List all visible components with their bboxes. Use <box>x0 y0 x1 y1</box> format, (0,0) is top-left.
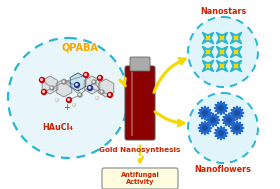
Polygon shape <box>230 60 242 72</box>
Circle shape <box>203 126 207 130</box>
Circle shape <box>62 80 66 84</box>
Polygon shape <box>56 79 72 97</box>
Polygon shape <box>220 36 224 40</box>
Polygon shape <box>98 79 114 97</box>
Polygon shape <box>216 60 228 72</box>
Polygon shape <box>42 76 58 94</box>
Polygon shape <box>84 76 100 94</box>
Circle shape <box>78 93 82 97</box>
Polygon shape <box>202 60 214 72</box>
Circle shape <box>100 90 104 94</box>
Polygon shape <box>230 32 242 44</box>
FancyBboxPatch shape <box>125 66 155 140</box>
Circle shape <box>73 104 74 105</box>
Text: +: + <box>64 104 71 112</box>
Circle shape <box>109 94 111 95</box>
Polygon shape <box>206 36 210 40</box>
Circle shape <box>8 38 128 158</box>
Circle shape <box>56 99 57 100</box>
Circle shape <box>188 93 258 163</box>
Circle shape <box>55 98 59 101</box>
Polygon shape <box>220 64 224 68</box>
Circle shape <box>108 92 113 98</box>
Circle shape <box>39 77 45 83</box>
Circle shape <box>97 75 102 81</box>
Circle shape <box>83 73 88 77</box>
Polygon shape <box>206 50 210 54</box>
Circle shape <box>219 106 223 110</box>
Circle shape <box>211 118 215 122</box>
Polygon shape <box>230 106 244 120</box>
Circle shape <box>188 17 258 87</box>
Polygon shape <box>222 113 236 127</box>
FancyBboxPatch shape <box>130 57 150 71</box>
Text: Antifungal
Activity: Antifungal Activity <box>121 172 159 185</box>
Circle shape <box>43 91 45 92</box>
Circle shape <box>79 94 80 95</box>
Polygon shape <box>234 50 238 54</box>
Polygon shape <box>216 32 228 44</box>
Polygon shape <box>214 126 228 140</box>
Text: QPABA: QPABA <box>62 42 99 52</box>
FancyBboxPatch shape <box>102 168 178 189</box>
Text: HAuCl₄: HAuCl₄ <box>43 123 73 132</box>
Circle shape <box>99 77 101 78</box>
Circle shape <box>203 111 207 115</box>
Polygon shape <box>214 101 228 115</box>
Polygon shape <box>202 46 214 58</box>
Polygon shape <box>234 36 238 40</box>
Circle shape <box>50 86 54 90</box>
Text: Gold Nanosynthesis: Gold Nanosynthesis <box>99 147 181 153</box>
Circle shape <box>41 90 46 94</box>
Polygon shape <box>198 106 212 120</box>
Circle shape <box>96 97 97 98</box>
Circle shape <box>68 99 69 101</box>
Text: Nanoflowers: Nanoflowers <box>195 166 251 174</box>
Polygon shape <box>206 113 220 127</box>
Circle shape <box>95 97 99 99</box>
Circle shape <box>101 91 102 92</box>
Circle shape <box>74 83 80 88</box>
Text: Nanostars: Nanostars <box>200 8 246 16</box>
Circle shape <box>89 87 90 88</box>
Circle shape <box>41 79 43 81</box>
Circle shape <box>235 111 239 115</box>
Polygon shape <box>230 121 244 135</box>
Circle shape <box>73 104 76 106</box>
Circle shape <box>51 87 52 88</box>
Circle shape <box>219 131 223 135</box>
Circle shape <box>67 98 71 102</box>
Circle shape <box>76 84 78 85</box>
Circle shape <box>85 74 87 75</box>
Polygon shape <box>230 46 242 58</box>
Circle shape <box>227 118 231 122</box>
Polygon shape <box>70 73 86 91</box>
Polygon shape <box>202 32 214 44</box>
Polygon shape <box>198 121 212 135</box>
Circle shape <box>87 85 92 91</box>
Polygon shape <box>220 50 224 54</box>
Circle shape <box>92 80 96 84</box>
Circle shape <box>235 126 239 130</box>
Circle shape <box>63 81 64 82</box>
Polygon shape <box>234 64 238 68</box>
Polygon shape <box>216 46 228 58</box>
Circle shape <box>93 81 94 82</box>
Polygon shape <box>206 64 210 68</box>
